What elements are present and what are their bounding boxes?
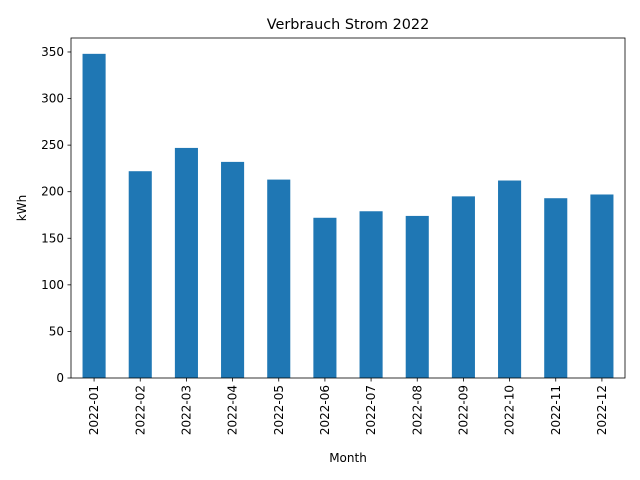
y-tick-label: 100 bbox=[41, 278, 64, 292]
x-tick-label: 2022-02 bbox=[133, 385, 147, 435]
x-tick-label: 2022-07 bbox=[364, 385, 378, 435]
bar-2022-02 bbox=[128, 171, 152, 378]
bar-2022-07 bbox=[359, 211, 383, 378]
x-tick-label: 2022-01 bbox=[87, 385, 101, 435]
x-axis-label: Month bbox=[329, 451, 367, 465]
chart-title: Verbrauch Strom 2022 bbox=[267, 17, 430, 33]
plot-frame bbox=[70, 37, 626, 379]
bar-2022-04 bbox=[221, 161, 245, 378]
bars-group bbox=[82, 53, 614, 379]
y-tick-label: 50 bbox=[49, 324, 64, 338]
y-tick-label: 350 bbox=[41, 45, 64, 59]
x-tick-label: 2022-06 bbox=[318, 385, 332, 435]
y-axis-ticks: 0 50 100 150 200 250 300 350 bbox=[41, 45, 71, 385]
y-tick-label: 250 bbox=[41, 138, 64, 152]
bar-2022-11 bbox=[544, 198, 568, 378]
bar-2022-08 bbox=[405, 215, 429, 378]
x-tick-label: 2022-12 bbox=[595, 385, 609, 435]
x-tick-label: 2022-11 bbox=[549, 385, 563, 435]
x-tick-label: 2022-08 bbox=[410, 385, 424, 435]
y-tick-label: 0 bbox=[56, 371, 64, 385]
bar-2022-03 bbox=[174, 147, 198, 378]
x-tick-label: 2022-03 bbox=[179, 385, 193, 435]
bar-2022-06 bbox=[313, 217, 337, 378]
x-tick-label: 2022-09 bbox=[456, 385, 470, 435]
y-tick-label: 300 bbox=[41, 92, 64, 106]
bar-2022-05 bbox=[267, 179, 291, 378]
x-tick-label: 2022-04 bbox=[226, 385, 240, 435]
x-tick-label: 2022-10 bbox=[503, 385, 517, 435]
bar-2022-01 bbox=[82, 53, 106, 379]
bar-2022-12 bbox=[590, 194, 614, 378]
x-tick-label: 2022-05 bbox=[272, 385, 286, 435]
bar-2022-10 bbox=[498, 180, 522, 378]
y-tick-label: 200 bbox=[41, 185, 64, 199]
x-axis-ticks: 2022-01 2022-02 2022-03 2022-04 2022-05 2022-… bbox=[87, 378, 609, 435]
y-axis-label: kWh bbox=[15, 195, 29, 221]
bar-2022-09 bbox=[451, 196, 475, 378]
y-tick-label: 150 bbox=[41, 231, 64, 245]
